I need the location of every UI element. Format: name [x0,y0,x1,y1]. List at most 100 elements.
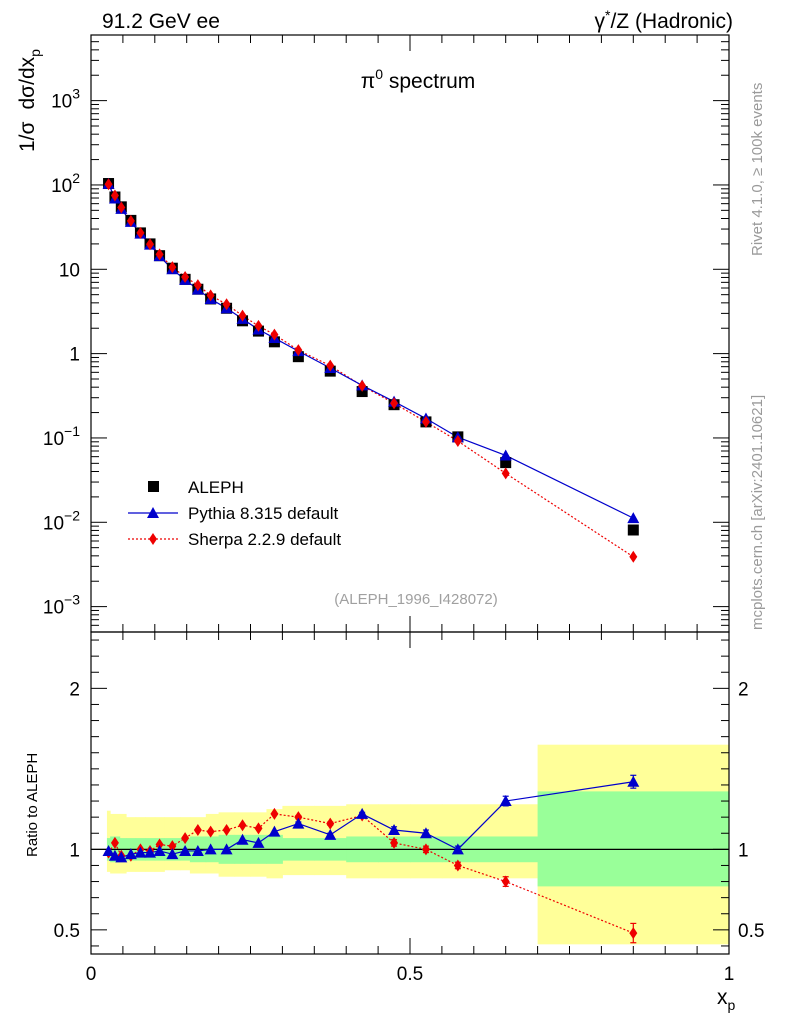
ratio-pythia-point-22 [627,775,640,787]
ratio-pythia-point-9 [191,844,204,856]
reference-label: (ALEPH_1996_I428072) [334,591,497,608]
main-ytick-label-base: 10 [43,598,64,619]
header-left: 91.2 GeV ee [102,10,220,33]
main-aleph-point-21 [500,457,512,469]
ratio-pythia-point-19 [419,827,432,839]
ratio-pythia-point-5 [144,846,157,858]
main-sherpa-point-21 [501,467,510,480]
header-right-rest: /Z (Hadronic) [610,10,733,33]
main-ytick-label-base: 10 [51,176,72,197]
main-sherpa-point-13 [254,319,263,332]
main-aleph-point-15 [292,351,304,363]
main-ytick-label-base: 1 [69,345,80,366]
ratio-sherpa-point-20 [453,859,462,872]
ratio-pythia-point-2 [115,851,128,863]
main-pythia-point-21 [499,449,512,461]
ratio-pythia-point-17 [356,807,369,819]
header-right: γ*/Z (Hadronic) [595,7,733,33]
ratio-sherpa-point-16 [326,817,335,830]
ratio-sherpa-point-10 [206,825,215,838]
main-ytick-label-exp: −1 [64,423,80,439]
ratio-sherpa-point-12 [238,819,247,832]
main-title-rest: spectrum [383,70,475,93]
main-title: π0 spectrum [361,66,476,93]
main-ytick-label-4: 10 [59,260,80,281]
main-ytick-label-3: 1 [69,345,80,366]
main-sherpa-point-22 [629,550,638,563]
main-ytick-label-exp: −2 [64,507,80,523]
main-ytick-label-base: 10 [43,513,64,534]
ratio-ytick-label-left-1: 1 [69,840,80,861]
main-sherpa-point-6 [155,248,164,261]
header-right-base: γ [595,10,606,33]
ratio-y-axis-label: Ratio to ALEPH [24,753,41,857]
main-sherpa-point-16 [326,359,335,372]
main-sherpa-point-4 [136,226,145,239]
main-sherpa-point-10 [206,289,215,302]
main-sherpa-point-1 [110,189,119,202]
ratio-sherpa-point-8 [181,832,190,845]
main-sherpa-line [108,183,634,558]
main-title-base: π [361,70,376,93]
main-ytick-label-base: 10 [59,260,80,281]
main-sherpa-point-12 [238,309,247,322]
x-axis-label-base: x [717,986,728,1009]
ratio-pythia-point-6 [153,844,166,856]
ratio-sherpa-point-14 [270,807,279,820]
main-ytick-label-6: 103 [51,86,80,113]
legend-label-pythia: Pythia 8.315 default [188,504,339,523]
main-ytick-label-exp: 2 [72,170,80,186]
ratio-pythia-point-18 [388,824,401,836]
main-ytick-label-1: 10−2 [43,507,80,534]
ratio-pythia-point-3 [124,848,137,860]
ratio-ytick-label-left-2: 2 [69,679,80,700]
ratio-pythia-point-14 [268,825,281,837]
legend: ALEPH Pythia 8.315 default Sherpa 2.2.9 … [128,478,341,549]
ratio-sherpa-point-18 [390,836,399,849]
main-sherpa-point-8 [181,271,190,284]
ratio-pythia-point-21 [499,795,512,807]
header-right-sup: * [605,7,611,23]
ratio-pythia-point-15 [292,817,305,829]
ratio-sherpa-point-1 [110,836,119,849]
ratio-sherpa-point-9 [193,824,202,837]
ratio-pythia-point-20 [451,843,464,855]
main-sherpa-point-0 [104,178,113,191]
main-pythia-point-22 [627,512,640,524]
ratio-ytick-label-left-0: 0.5 [54,921,80,942]
ratio-sherpa-point-21 [501,875,510,888]
legend-marker-pythia [147,507,159,518]
legend-label-aleph: ALEPH [188,478,244,497]
ratio-pythia-point-11 [220,843,233,855]
ratio-sherpa-point-7 [168,840,177,853]
main-sherpa-point-2 [117,201,126,214]
ratio-pythia-point-16 [324,828,337,840]
main-pythia-line [107,183,634,519]
main-sherpa-point-5 [146,238,155,251]
ratio-pythia-point-7 [166,848,179,860]
ratio-xtick-label-0: 0 [86,964,97,985]
ratio-pythia-point-10 [204,843,217,855]
ratio-ytick-label-right-1: 1 [738,840,749,861]
main-ytick-label-exp: −3 [64,592,80,608]
ratio-pythia-point-4 [134,846,147,858]
legend-marker-sherpa [149,533,157,545]
ratio-sherpa-point-13 [254,822,263,835]
main-ylabel-a: 1/σ [16,121,39,152]
main-sherpa-point-15 [294,344,303,357]
ratio-pythia-point-13 [252,836,265,848]
legend-label-sherpa: Sherpa 2.2.9 default [188,530,341,549]
main-ytick-label-2: 10−1 [43,423,80,450]
main-aleph-point-22 [627,524,639,536]
main-ytick-label-5: 102 [51,170,80,197]
x-axis-label-sub: p [728,997,736,1013]
main-y-axis-label: 1/σ dσ/dxp [16,49,43,152]
main-sherpa-point-9 [193,279,202,292]
main-ytick-label-0: 10−3 [43,592,80,619]
rivet-label: Rivet 4.1.0, ≥ 100k events [749,83,766,256]
main-ytick-label-base: 10 [43,429,64,450]
main-sherpa-point-14 [270,328,279,341]
ratio-sherpa-point-6 [155,838,164,851]
main-sherpa-point-11 [222,298,231,311]
